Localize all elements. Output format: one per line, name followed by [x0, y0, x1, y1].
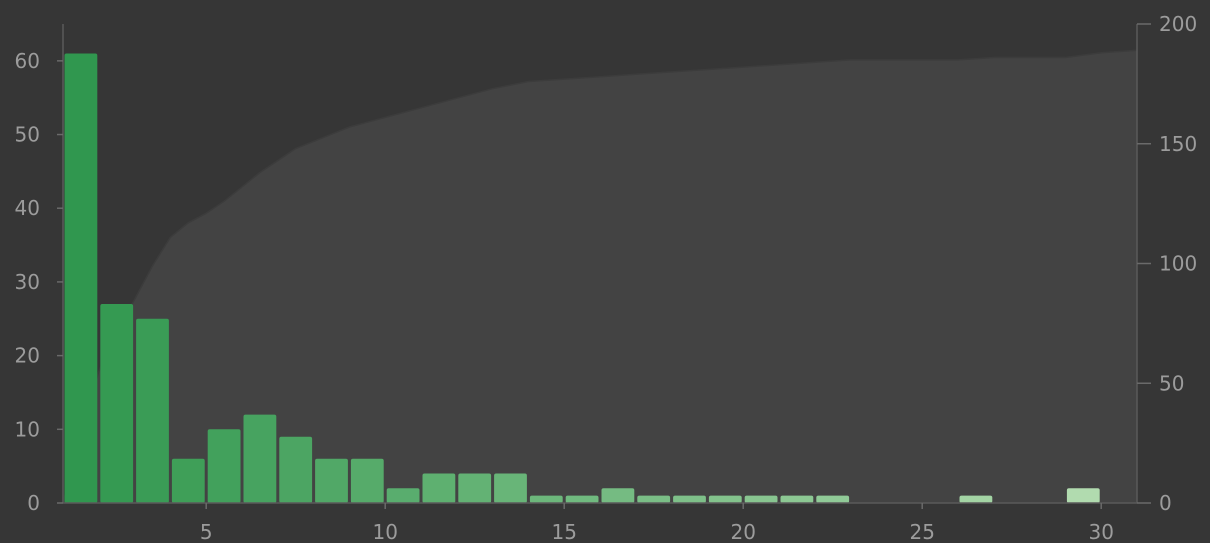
bar	[780, 495, 814, 503]
bar	[601, 488, 635, 503]
x-tick-label: 10	[372, 520, 397, 543]
y-tick-label-right: 50	[1159, 371, 1184, 395]
bar	[171, 458, 205, 503]
cumulative-area-layer	[62, 49, 1138, 504]
bar	[1066, 488, 1100, 503]
axis-layer: 0 10 20 30 40 50 60 0 50 100 150 200 5 10 15 20 25 30	[15, 12, 1198, 543]
bar	[529, 495, 563, 503]
bar	[565, 495, 599, 503]
x-tick-label: 30	[1088, 520, 1113, 543]
y-tick-label-left: 30	[15, 270, 40, 294]
bar	[279, 436, 313, 503]
y-tick-label-right: 100	[1159, 252, 1197, 276]
bar	[637, 495, 671, 503]
y-tick-label-right: 150	[1159, 132, 1197, 156]
y-tick-label-right: 0	[1159, 491, 1172, 515]
x-tick-label: 5	[200, 520, 213, 543]
bar	[207, 429, 241, 503]
cumulative-area	[63, 50, 1137, 504]
bar	[386, 488, 420, 503]
bar	[673, 495, 706, 503]
bar	[744, 495, 778, 503]
y-tick-label-left: 20	[15, 344, 40, 368]
bar	[816, 495, 850, 503]
x-tick-label: 15	[551, 520, 576, 543]
bar	[422, 473, 456, 503]
cumulative-line	[62, 49, 1138, 504]
y-tick-label-right: 200	[1159, 12, 1197, 36]
bar	[708, 495, 742, 503]
bar	[959, 495, 993, 503]
bar	[243, 414, 277, 503]
bar	[136, 318, 169, 503]
bar	[350, 458, 384, 503]
bar-layer	[64, 53, 1100, 503]
bar	[64, 53, 98, 503]
bar	[494, 473, 527, 503]
y-tick-label-left: 40	[15, 196, 40, 220]
x-tick-label: 25	[909, 520, 934, 543]
y-tick-label-left: 50	[15, 123, 40, 147]
y-tick-label-left: 60	[15, 49, 40, 73]
bar	[315, 458, 348, 503]
y-tick-label-left: 0	[27, 491, 40, 515]
bar	[458, 473, 492, 503]
x-tick-label: 20	[730, 520, 755, 543]
bar	[100, 304, 134, 503]
y-tick-label-left: 10	[15, 417, 40, 441]
